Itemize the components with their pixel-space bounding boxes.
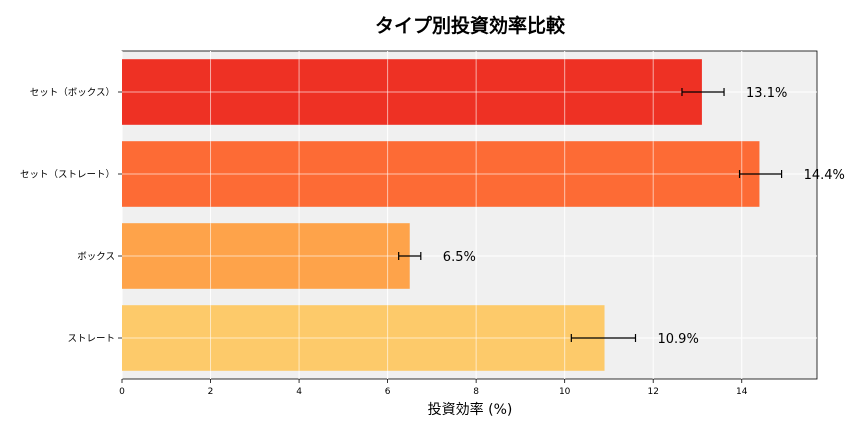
value-label: 10.9% xyxy=(658,332,699,347)
value-labels: 13.1% 14.4% 6.5% 10.9% xyxy=(443,86,845,347)
bars xyxy=(122,59,760,371)
value-label: 14.4% xyxy=(804,168,845,183)
x-tick-label: 2 xyxy=(208,387,214,397)
value-label: 6.5% xyxy=(443,250,476,265)
chart-title: タイプ別投資効率比較 xyxy=(375,14,566,37)
y-tick-label: セット（ボックス） xyxy=(30,87,115,99)
x-tick-label: 10 xyxy=(559,387,571,397)
x-tick-label: 0 xyxy=(119,387,125,397)
value-label: 13.1% xyxy=(746,86,787,101)
y-tick-label: ボックス xyxy=(77,252,115,263)
x-tick-label: 8 xyxy=(473,387,479,397)
x-axis-ticks: 0 2 4 6 8 10 12 14 xyxy=(119,379,748,397)
x-tick-label: 14 xyxy=(736,387,748,397)
x-tick-label: 4 xyxy=(296,387,302,397)
x-tick-label: 6 xyxy=(385,387,391,397)
error-bars xyxy=(398,88,783,342)
x-axis-label: 投資効率 (%) xyxy=(428,401,513,418)
x-tick-label: 12 xyxy=(647,387,658,397)
y-tick-label: セット（ストレート） xyxy=(20,169,115,181)
y-tick-label: ストレート xyxy=(67,334,115,345)
